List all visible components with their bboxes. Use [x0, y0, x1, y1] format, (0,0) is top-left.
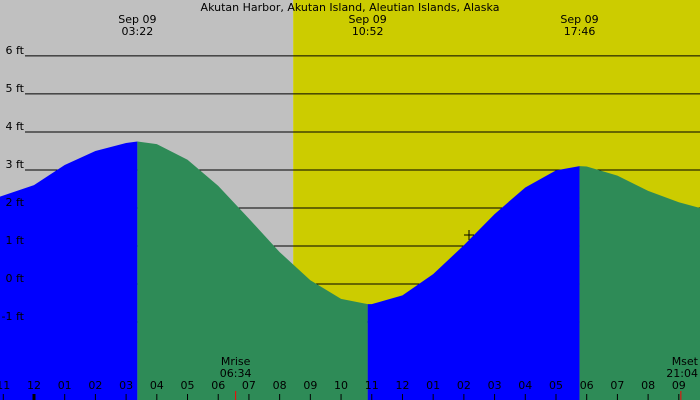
x-tick-label: 06: [580, 379, 594, 392]
x-tick-label: 05: [549, 379, 563, 392]
tide-area: [0, 141, 138, 400]
y-tick-label: 2 ft: [6, 196, 25, 209]
grid: -1 ft 0 ft 1 ft 2 ft 3 ft 4 ft 5 ft 6 ft: [2, 44, 25, 323]
y-tick-label: 1 ft: [6, 234, 25, 247]
extreme-date: Sep 09: [560, 13, 598, 26]
chart-title: Akutan Harbor, Akutan Island, Aleutian I…: [201, 1, 500, 14]
extreme-date: Sep 09: [349, 13, 387, 26]
x-tick-label: 09: [303, 379, 317, 392]
x-tick-label: 03: [488, 379, 502, 392]
y-tick-label: -1 ft: [2, 310, 25, 323]
x-tick-label: 11: [0, 379, 10, 392]
x-tick-label: 08: [641, 379, 655, 392]
moon-label: Mset: [672, 355, 699, 368]
moon-time: 06:34: [220, 367, 252, 380]
y-tick-label: 3 ft: [6, 158, 25, 171]
x-tick-label: 01: [426, 379, 440, 392]
y-tick-label: 6 ft: [6, 44, 25, 57]
cursor: [464, 230, 474, 240]
moon-label: Mrise: [221, 355, 251, 368]
extreme-date: Sep 09: [118, 13, 156, 26]
x-tick-label: 07: [610, 379, 624, 392]
x-tick-label: 08: [273, 379, 287, 392]
tide-area: [367, 166, 580, 400]
x-tick-label: 02: [457, 379, 471, 392]
extreme-time: 17:46: [564, 25, 596, 38]
x-tick-label: 01: [58, 379, 72, 392]
x-tick-label: 06: [211, 379, 225, 392]
tide-area: [579, 166, 700, 400]
labels: 11 12 01 02 03 04 05 06 07 08 09 10 11 12 01 02 03 04 05 06…: [0, 13, 699, 400]
tide-area: [137, 141, 368, 400]
x-tick-label: 03: [119, 379, 133, 392]
x-tick-label: 07: [242, 379, 256, 392]
y-tick-label: 5 ft: [6, 82, 25, 95]
y-tick-label: 4 ft: [6, 120, 25, 133]
x-tick-label: 04: [518, 379, 532, 392]
extreme-time: 03:22: [122, 25, 154, 38]
y-tick-label: 0 ft: [6, 272, 25, 285]
x-tick-label: 02: [88, 379, 102, 392]
tide-areas: [0, 141, 700, 400]
x-tick-label: 10: [334, 379, 348, 392]
moon-time: 21:04: [666, 367, 698, 380]
x-tick-label: 12: [395, 379, 409, 392]
x-tick-label: 11: [365, 379, 379, 392]
x-tick-label: 04: [150, 379, 164, 392]
x-tick-label: 09: [672, 379, 686, 392]
extreme-time: 10:52: [352, 25, 384, 38]
x-tick-label: 05: [181, 379, 195, 392]
x-tick-label: 12: [27, 379, 41, 392]
